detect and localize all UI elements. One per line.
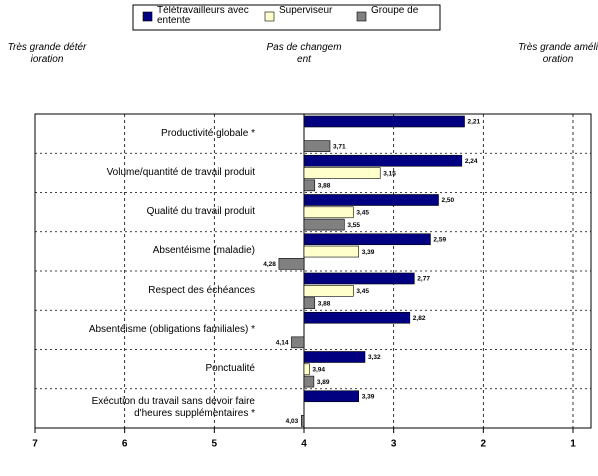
value-label: 3,89 <box>317 379 330 386</box>
legend-box: Superviseur <box>279 6 333 16</box>
bar <box>303 351 366 363</box>
bar <box>291 336 305 349</box>
category-label: Absentéisme (obligations familiales) * <box>88 323 255 335</box>
value-label: 3,32 <box>368 354 381 361</box>
x-tick-label: 4 <box>301 439 307 450</box>
x-tick-label: 1 <box>570 439 576 450</box>
legend-swatch <box>356 11 367 22</box>
value-label: 2,77 <box>417 276 430 283</box>
value-label: 3,45 <box>356 210 369 217</box>
category-label: Exécution du travail sans devoir faire d… <box>91 396 255 420</box>
x-tick-label: 3 <box>391 439 397 450</box>
x-tick-label: 7 <box>32 439 38 450</box>
category-label: Volume/quantité de travail produit <box>106 166 255 178</box>
bar <box>303 390 359 403</box>
value-label: 2,24 <box>465 158 478 165</box>
bar <box>303 311 411 324</box>
annotation-box: Très grande détérioration <box>7 42 87 65</box>
legend-swatch <box>142 11 153 22</box>
value-label: 2,50 <box>442 197 455 204</box>
bar <box>303 363 310 376</box>
value-label: 3,94 <box>312 367 325 374</box>
annotation-box: Très grande amélioration <box>518 42 598 65</box>
category-label: Qualité du travail produit <box>146 206 255 218</box>
category-label: Absentéisme (maladie) <box>152 245 255 257</box>
category-label-box: Productivité globale * <box>161 127 255 139</box>
x-tick-label: 2 <box>481 439 487 450</box>
bar <box>303 206 354 219</box>
category-label-box: Qualité du travail produit <box>146 206 255 218</box>
annotation: Très grande détérioration <box>7 42 87 65</box>
value-label: 3,55 <box>347 222 360 229</box>
value-label: 4,28 <box>263 261 276 268</box>
bar <box>303 375 315 388</box>
legend-box <box>132 4 441 31</box>
bar <box>278 258 305 270</box>
bar <box>303 154 463 167</box>
value-label: 4,03 <box>286 418 299 425</box>
legend-label: Groupe de <box>371 6 419 16</box>
bar <box>303 218 345 231</box>
legend-box: Télétravailleurs avec entente <box>157 6 249 26</box>
category-label: Productivité globale * <box>161 127 255 139</box>
category-label-box: Ponctualité <box>205 363 255 375</box>
category-label: Ponctualité <box>205 363 255 375</box>
legend-swatch <box>264 11 275 22</box>
legend-label: Télétravailleurs avec entente <box>157 6 249 26</box>
value-label: 3,39 <box>362 393 375 400</box>
bar <box>303 245 359 258</box>
bar <box>303 140 331 152</box>
x-tick-label: 5 <box>212 439 218 450</box>
bar <box>303 272 415 285</box>
value-label: 3,88 <box>318 300 331 307</box>
bar <box>303 167 381 179</box>
bar <box>303 297 316 309</box>
annotation: Très grande amélioration <box>518 42 598 65</box>
category-label-box: Absentéisme (maladie) <box>152 245 255 257</box>
value-label: 2,59 <box>433 236 446 243</box>
value-label: 2,21 <box>468 119 481 126</box>
legend-label: Superviseur <box>279 6 333 16</box>
annotation: Pas de changement <box>266 42 342 65</box>
bar <box>303 179 316 192</box>
value-label: 3,88 <box>318 183 331 190</box>
value-label: 3,39 <box>362 249 375 256</box>
category-label-box: Volume/quantité de travail produit <box>106 166 255 178</box>
annotation-box: Pas de changement <box>266 42 342 65</box>
bar <box>303 233 431 246</box>
value-label: 3,45 <box>356 288 369 295</box>
bar <box>303 194 439 206</box>
legend-box: Groupe de <box>371 6 419 16</box>
value-label: 3,15 <box>383 170 396 177</box>
category-label-box: Respect des échéances <box>148 284 255 296</box>
category-label-box: Absentéisme (obligations familiales) * <box>88 323 255 335</box>
bar <box>303 284 354 297</box>
x-tick-label: 6 <box>122 439 128 450</box>
bar <box>303 115 465 128</box>
category-label-box: Exécution du travail sans devoir faire d… <box>91 396 255 420</box>
bar <box>301 415 305 427</box>
category-label: Respect des échéances <box>148 284 255 296</box>
value-label: 3,71 <box>333 143 346 150</box>
value-label: 4,14 <box>276 340 289 347</box>
value-label: 2,82 <box>413 315 426 322</box>
